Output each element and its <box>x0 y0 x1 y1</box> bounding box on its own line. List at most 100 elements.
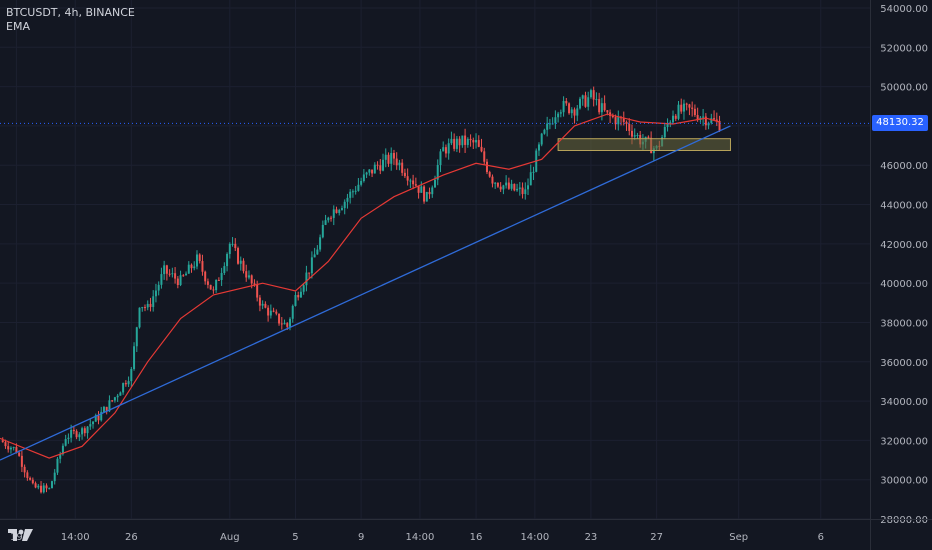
candle-body <box>414 184 417 186</box>
candle-body <box>133 346 136 370</box>
candle-body <box>26 472 29 478</box>
candle-body <box>603 103 606 111</box>
candle-body <box>469 138 472 141</box>
candle-body <box>562 100 565 113</box>
candle-body <box>250 275 253 284</box>
candle-body <box>682 103 685 112</box>
candle-body <box>94 415 97 422</box>
candle-body <box>693 108 696 116</box>
candle-body <box>628 123 631 131</box>
candle-body <box>680 104 683 112</box>
candle-body <box>64 439 67 446</box>
x-tick-label: 14:00 <box>61 532 90 543</box>
candle-body <box>220 273 223 280</box>
candle-body <box>152 296 155 307</box>
candle-body <box>12 447 15 449</box>
y-tick-label: 46000.00 <box>880 161 928 172</box>
candle-body <box>113 397 116 401</box>
candle-body <box>496 182 499 187</box>
candle-body <box>228 243 231 254</box>
candle-body <box>78 434 81 438</box>
y-tick-label: 54000.00 <box>880 4 928 15</box>
y-tick-label: 38000.00 <box>880 318 928 329</box>
candle-body <box>630 130 633 137</box>
candle-body <box>592 90 595 100</box>
candle-body <box>40 485 43 493</box>
candle-body <box>546 123 549 130</box>
candle-body <box>124 383 127 385</box>
candle-body <box>368 169 371 173</box>
candle-body <box>581 95 584 99</box>
candle-body <box>349 191 352 198</box>
candle-body <box>48 488 51 490</box>
candle-body <box>185 273 188 276</box>
y-tick-label: 28000.00 <box>880 515 928 526</box>
candle-body <box>715 119 718 121</box>
trendline[interactable] <box>0 125 731 461</box>
candle-body <box>111 400 114 402</box>
candle-body <box>321 224 324 238</box>
candle-body <box>234 243 237 249</box>
candle-body <box>193 266 196 269</box>
candle-body <box>447 143 450 154</box>
candle-body <box>718 120 721 131</box>
candle-body <box>483 151 486 162</box>
candle-body <box>105 406 108 412</box>
candle-body <box>606 110 609 113</box>
candle-body <box>45 485 48 489</box>
candle-body <box>513 183 516 191</box>
candle-body <box>119 392 122 396</box>
candle-body <box>308 272 311 274</box>
candle-body <box>135 327 138 347</box>
candle-body <box>187 264 190 274</box>
candle-body <box>611 115 614 118</box>
candle-body <box>477 140 480 147</box>
candle-body <box>97 415 100 421</box>
candle-body <box>505 182 508 186</box>
candle-body <box>466 138 469 145</box>
candle-body <box>56 458 59 473</box>
candle-body <box>579 98 581 109</box>
candle-body <box>1 440 4 443</box>
candle-body <box>310 257 313 274</box>
candle-body <box>702 116 705 118</box>
candle-body <box>669 122 672 124</box>
candle-body <box>390 152 393 164</box>
candle-body <box>335 209 338 213</box>
candle-body <box>195 254 198 267</box>
candle-body <box>141 307 144 309</box>
candle-body <box>297 294 300 298</box>
candle-body <box>100 411 103 421</box>
candle-body <box>559 112 562 114</box>
candle-body <box>294 294 297 306</box>
candle-body <box>464 135 467 145</box>
candle-body <box>584 95 587 107</box>
candle-body <box>81 428 84 435</box>
candle-body <box>431 187 434 195</box>
candle-body <box>499 186 502 190</box>
candle-body <box>332 209 335 218</box>
candle-body <box>376 164 379 166</box>
candle-body <box>707 122 710 126</box>
candle-body <box>409 180 412 182</box>
candle-body <box>696 115 699 120</box>
candle-body <box>672 115 675 123</box>
candle-body <box>685 103 688 105</box>
candle-body <box>280 323 283 325</box>
candle-body <box>201 261 204 272</box>
candle-body <box>242 260 245 272</box>
candle-body <box>18 452 21 456</box>
candle-body <box>146 303 149 308</box>
candle-body <box>392 152 395 159</box>
candle-body <box>160 274 163 285</box>
candle-body <box>7 446 10 450</box>
candle-body <box>289 318 291 327</box>
candle-body <box>116 395 119 398</box>
candle-body <box>373 164 376 174</box>
candle-body <box>403 172 406 177</box>
candle-body <box>691 107 694 109</box>
tradingview-logo-icon <box>8 529 33 541</box>
